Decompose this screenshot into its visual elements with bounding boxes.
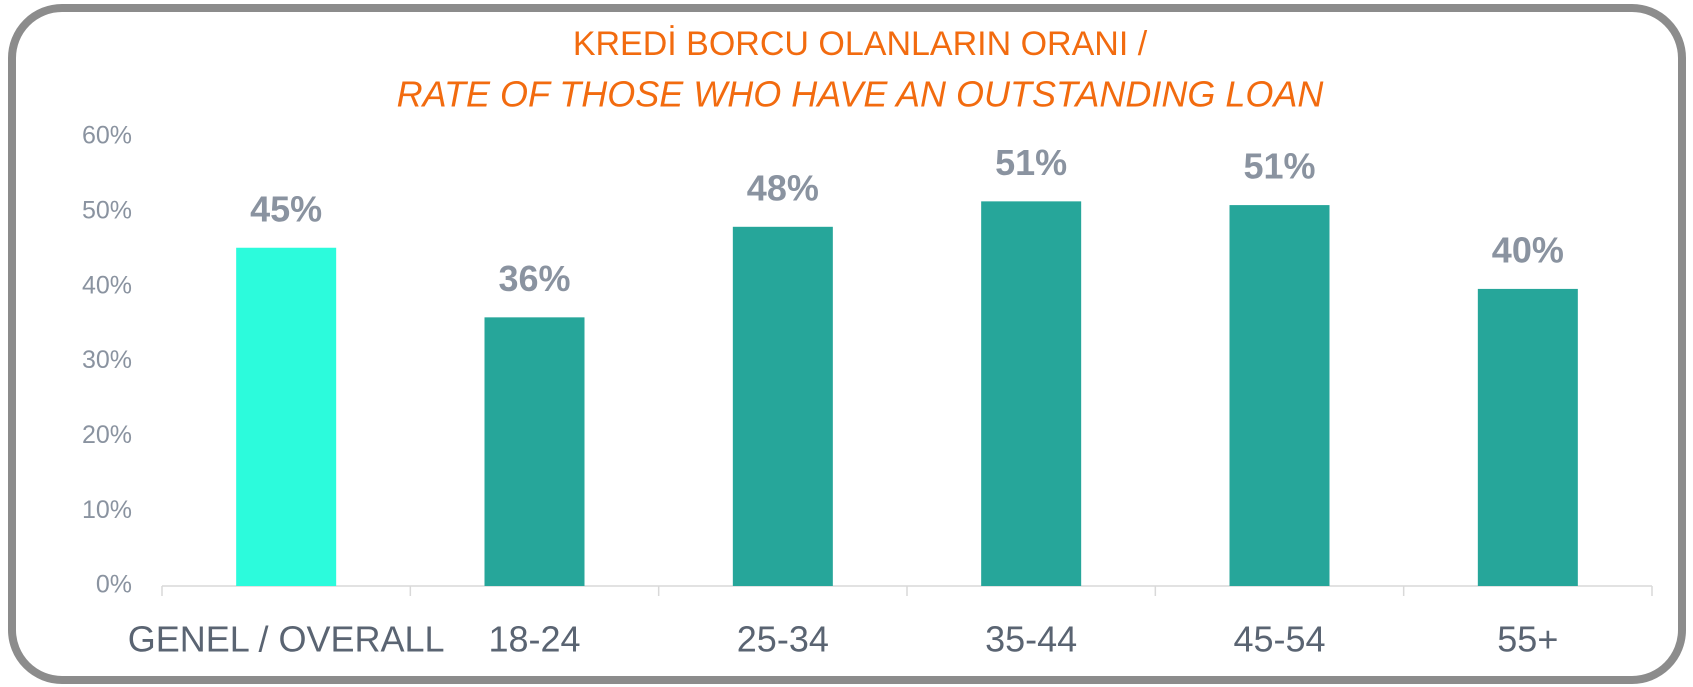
bar bbox=[732, 226, 833, 587]
x-tick-label: 25-34 bbox=[737, 619, 829, 660]
x-tick-label: 35-44 bbox=[985, 619, 1077, 660]
value-label: 36% bbox=[498, 258, 570, 299]
x-tick-label: 55+ bbox=[1497, 619, 1558, 660]
y-tick-label: 20% bbox=[82, 421, 132, 449]
x-tick-label: 45-54 bbox=[1233, 619, 1325, 660]
value-label: 51% bbox=[1243, 146, 1315, 187]
y-tick-label: 60% bbox=[82, 122, 132, 150]
x-tick-label: 18-24 bbox=[488, 619, 580, 660]
bar bbox=[1229, 205, 1330, 586]
value-label: 45% bbox=[250, 188, 322, 229]
y-tick-label: 40% bbox=[82, 271, 132, 299]
value-label: 48% bbox=[747, 167, 819, 208]
y-tick-label: 10% bbox=[82, 496, 132, 524]
x-tick-label: GENEL / OVERALL bbox=[128, 619, 445, 660]
y-tick-label: 0% bbox=[96, 571, 132, 599]
value-label: 40% bbox=[1492, 229, 1564, 270]
value-label: 51% bbox=[995, 142, 1067, 183]
chart-title: KREDİ BORCU OLANLARIN ORANI / bbox=[573, 25, 1148, 63]
chart-subtitle: RATE OF THOSE WHO HAVE AN OUTSTANDING LO… bbox=[397, 74, 1325, 115]
y-tick-label: 30% bbox=[82, 346, 132, 374]
bar bbox=[484, 317, 585, 586]
bar bbox=[981, 201, 1082, 586]
y-tick-label: 50% bbox=[82, 196, 132, 224]
bar bbox=[236, 247, 337, 586]
bar bbox=[1477, 288, 1578, 586]
